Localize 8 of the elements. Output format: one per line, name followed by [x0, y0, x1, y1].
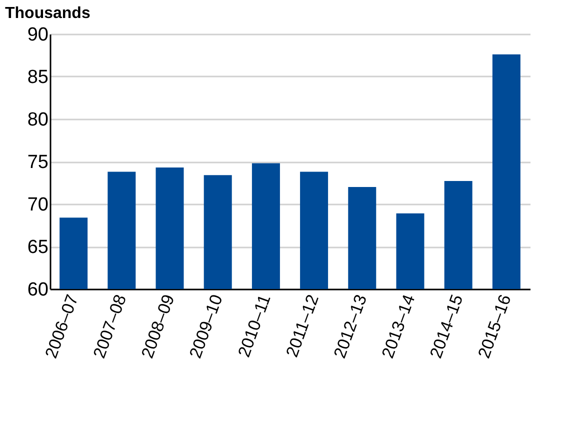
y-tick-label: 65	[27, 237, 48, 258]
y-tick-label: 85	[27, 67, 48, 88]
y-tick-label: 60	[27, 280, 48, 300]
y-tick-label: 70	[27, 194, 48, 216]
y-tick-label: 90	[27, 24, 48, 46]
y-axis-title: Thousands	[5, 5, 90, 22]
y-tick-label: 80	[27, 110, 48, 130]
y-tick-label: 75	[27, 152, 48, 173]
